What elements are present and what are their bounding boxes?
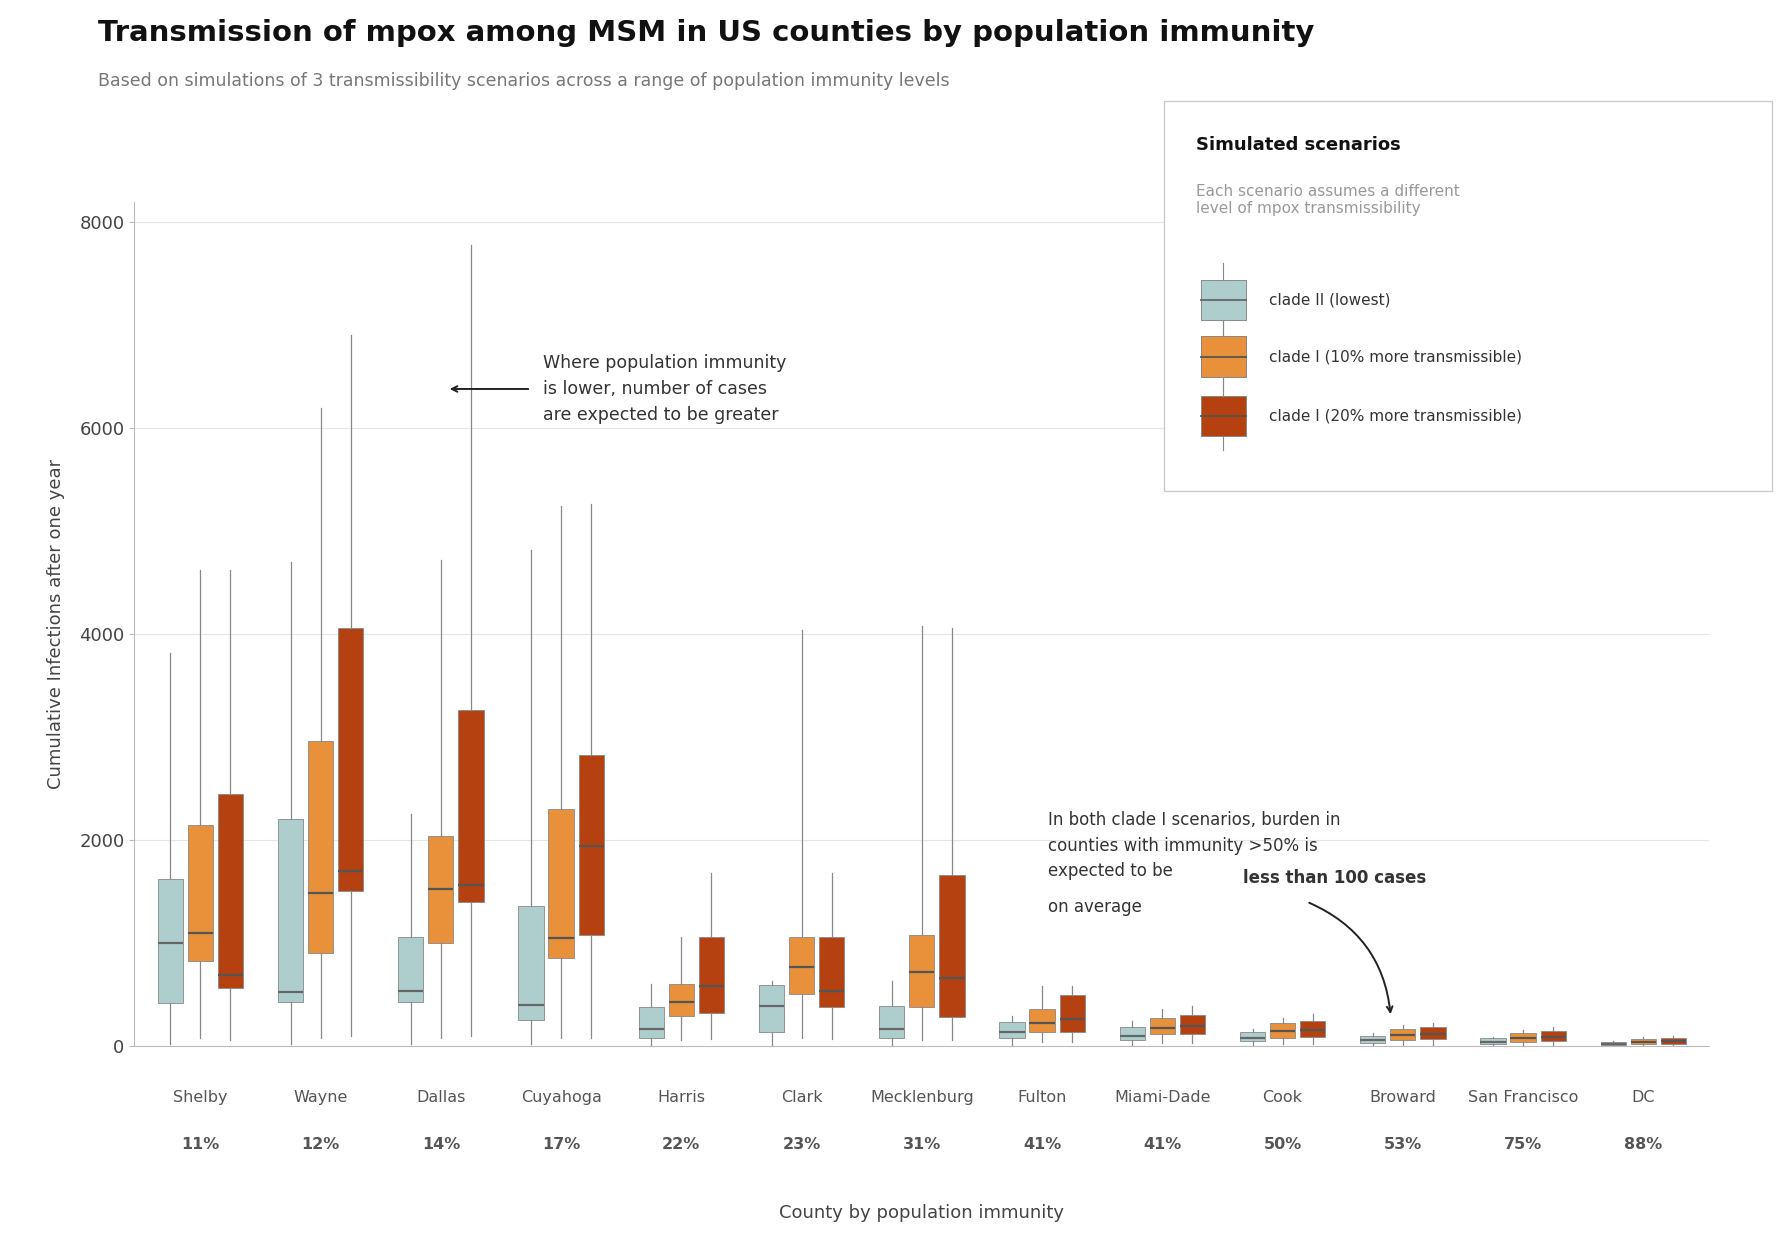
Text: Transmission of mpox among MSM in US counties by population immunity: Transmission of mpox among MSM in US cou…: [98, 19, 1315, 47]
Bar: [1630, 1038, 1655, 1045]
Bar: [458, 711, 483, 902]
Bar: [939, 874, 964, 1017]
Text: Cuyahoga: Cuyahoga: [521, 1090, 601, 1105]
Bar: [1059, 995, 1084, 1032]
Text: Miami-Dade: Miami-Dade: [1113, 1090, 1209, 1105]
Text: Harris: Harris: [657, 1090, 705, 1105]
Bar: [338, 627, 363, 891]
Bar: [698, 936, 723, 1013]
Bar: [1240, 1032, 1265, 1041]
Bar: [1419, 1027, 1446, 1039]
Bar: [1029, 1009, 1054, 1032]
Text: clade I (20% more transmissible): clade I (20% more transmissible): [1268, 408, 1521, 423]
Text: 88%: 88%: [1623, 1137, 1662, 1152]
Text: clade II (lowest): clade II (lowest): [1268, 292, 1390, 307]
Bar: [789, 936, 814, 994]
Bar: [998, 1022, 1023, 1038]
Bar: [1360, 1036, 1385, 1043]
Bar: [218, 794, 243, 988]
Text: 22%: 22%: [662, 1137, 699, 1152]
Text: 53%: 53%: [1383, 1137, 1420, 1152]
Bar: [909, 935, 934, 1007]
Text: 41%: 41%: [1022, 1137, 1061, 1152]
Bar: [188, 825, 213, 961]
Text: Cook: Cook: [1261, 1090, 1302, 1105]
Text: less than 100 cases: less than 100 cases: [1242, 868, 1426, 887]
Text: 23%: 23%: [782, 1137, 821, 1152]
Text: County by population immunity: County by population immunity: [778, 1205, 1064, 1222]
Bar: [759, 985, 784, 1032]
Bar: [819, 936, 844, 1007]
Bar: [157, 879, 182, 1003]
Text: 12%: 12%: [301, 1137, 340, 1152]
Text: Broward: Broward: [1369, 1090, 1435, 1105]
Text: 75%: 75%: [1503, 1137, 1542, 1152]
Text: Mecklenburg: Mecklenburg: [869, 1090, 973, 1105]
Bar: [1299, 1021, 1324, 1037]
Bar: [547, 809, 574, 959]
Bar: [1599, 1042, 1624, 1045]
Bar: [1179, 1014, 1204, 1034]
Text: clade I (10% more transmissible): clade I (10% more transmissible): [1268, 349, 1521, 364]
Text: Shelby: Shelby: [174, 1090, 227, 1105]
Text: San Francisco: San Francisco: [1467, 1090, 1578, 1105]
Bar: [1510, 1033, 1535, 1042]
Bar: [1390, 1029, 1415, 1039]
Bar: [1149, 1018, 1174, 1034]
Text: Wayne: Wayne: [293, 1090, 347, 1105]
Text: 41%: 41%: [1143, 1137, 1181, 1152]
Text: Dallas: Dallas: [417, 1090, 465, 1105]
Text: Fulton: Fulton: [1016, 1090, 1066, 1105]
Text: Each scenario assumes a different
level of mpox transmissibility: Each scenario assumes a different level …: [1195, 184, 1458, 217]
Text: 50%: 50%: [1263, 1137, 1301, 1152]
Text: on average: on average: [1048, 897, 1141, 916]
Bar: [639, 1007, 664, 1037]
Bar: [1540, 1031, 1565, 1042]
Y-axis label: Cumulative Infections after one year: Cumulative Infections after one year: [47, 459, 66, 789]
Bar: [397, 936, 424, 1002]
Bar: [308, 741, 333, 953]
Bar: [578, 756, 603, 935]
Text: Where population immunity
is lower, number of cases
are expected to be greater: Where population immunity is lower, numb…: [542, 354, 785, 423]
Text: 31%: 31%: [902, 1137, 941, 1152]
Text: DC: DC: [1630, 1090, 1655, 1105]
Text: 14%: 14%: [422, 1137, 460, 1152]
Text: 17%: 17%: [542, 1137, 580, 1152]
Text: 11%: 11%: [181, 1137, 220, 1152]
Text: Simulated scenarios: Simulated scenarios: [1195, 136, 1399, 154]
Bar: [1480, 1038, 1505, 1043]
Bar: [878, 1005, 903, 1037]
Bar: [1120, 1027, 1145, 1039]
Bar: [277, 819, 302, 1002]
Bar: [669, 984, 694, 1016]
Text: In both clade I scenarios, burden in
counties with immunity >50% is
expected to : In both clade I scenarios, burden in cou…: [1048, 811, 1340, 881]
Bar: [1660, 1037, 1685, 1043]
Bar: [428, 835, 453, 942]
Bar: [519, 906, 544, 1021]
Text: Based on simulations of 3 transmissibility scenarios across a range of populatio: Based on simulations of 3 transmissibili…: [98, 72, 950, 89]
Bar: [1268, 1023, 1295, 1037]
Text: Clark: Clark: [780, 1090, 821, 1105]
